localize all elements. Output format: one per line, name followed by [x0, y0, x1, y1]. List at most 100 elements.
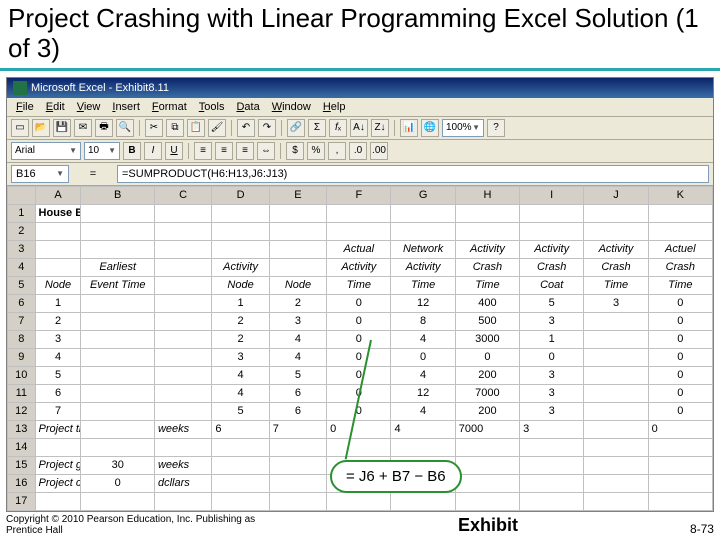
- row-header-12[interactable]: 12: [8, 402, 36, 420]
- cell[interactable]: [391, 204, 455, 222]
- cell[interactable]: 4: [391, 366, 455, 384]
- select-all-corner[interactable]: [8, 186, 36, 204]
- cell[interactable]: [520, 204, 584, 222]
- cell[interactable]: Activity: [455, 240, 519, 258]
- cell[interactable]: 2: [212, 330, 269, 348]
- zoom-select[interactable]: 100%▼: [442, 119, 484, 137]
- row-header-8[interactable]: 8: [8, 330, 36, 348]
- copy-icon[interactable]: ⧉: [166, 119, 184, 137]
- row-header-2[interactable]: 2: [8, 222, 36, 240]
- cell[interactable]: Event Time: [81, 276, 154, 294]
- row-header-4[interactable]: 4: [8, 258, 36, 276]
- cell[interactable]: [81, 366, 154, 384]
- cell[interactable]: [391, 222, 455, 240]
- col-header-D[interactable]: D: [212, 186, 269, 204]
- cell[interactable]: 5: [212, 402, 269, 420]
- col-header-A[interactable]: A: [35, 186, 81, 204]
- cell[interactable]: [584, 330, 648, 348]
- cell[interactable]: 0: [648, 348, 712, 366]
- cell[interactable]: Project time =: [35, 420, 81, 438]
- cell[interactable]: 3: [520, 420, 584, 438]
- col-header-H[interactable]: H: [455, 186, 519, 204]
- cell[interactable]: 0: [455, 348, 519, 366]
- cell[interactable]: Time: [455, 276, 519, 294]
- cell[interactable]: 3: [584, 294, 648, 312]
- cell[interactable]: 12: [391, 294, 455, 312]
- cell[interactable]: [212, 492, 269, 510]
- cell[interactable]: [269, 456, 326, 474]
- row-header-13[interactable]: 13: [8, 420, 36, 438]
- italic-button[interactable]: I: [144, 142, 162, 160]
- cell[interactable]: [391, 438, 455, 456]
- cell[interactable]: Network: [391, 240, 455, 258]
- cell[interactable]: [327, 204, 391, 222]
- format-painter-icon[interactable]: 🖌: [208, 119, 226, 137]
- cell[interactable]: 0: [391, 348, 455, 366]
- cell[interactable]: 1: [212, 294, 269, 312]
- cell[interactable]: Node: [269, 276, 326, 294]
- fx-icon[interactable]: fₓ: [329, 119, 347, 137]
- cell[interactable]: [81, 402, 154, 420]
- cell[interactable]: [520, 474, 584, 492]
- row-header-16[interactable]: 16: [8, 474, 36, 492]
- cell[interactable]: 4: [391, 402, 455, 420]
- cell[interactable]: [154, 348, 211, 366]
- cell[interactable]: [520, 222, 584, 240]
- col-header-G[interactable]: G: [391, 186, 455, 204]
- cell[interactable]: [154, 312, 211, 330]
- col-header-E[interactable]: E: [269, 186, 326, 204]
- cell[interactable]: [269, 240, 326, 258]
- preview-icon[interactable]: 🔍: [116, 119, 134, 137]
- cell[interactable]: 3: [269, 312, 326, 330]
- cell[interactable]: 7000: [455, 384, 519, 402]
- cell[interactable]: Time: [391, 276, 455, 294]
- cell[interactable]: 2: [212, 312, 269, 330]
- cell[interactable]: [212, 240, 269, 258]
- cell[interactable]: [154, 240, 211, 258]
- cell[interactable]: Node: [212, 276, 269, 294]
- cell[interactable]: 3000: [455, 330, 519, 348]
- cell[interactable]: [455, 204, 519, 222]
- cell[interactable]: 4: [391, 420, 455, 438]
- cell[interactable]: Time: [584, 276, 648, 294]
- cell[interactable]: 0: [648, 294, 712, 312]
- cell[interactable]: 2: [35, 312, 81, 330]
- cell[interactable]: Coat: [520, 276, 584, 294]
- cell[interactable]: [154, 438, 211, 456]
- cell[interactable]: [269, 258, 326, 276]
- cell[interactable]: [154, 258, 211, 276]
- row-header-10[interactable]: 10: [8, 366, 36, 384]
- row-header-1[interactable]: 1: [8, 204, 36, 222]
- cell[interactable]: [327, 492, 391, 510]
- cell[interactable]: [212, 474, 269, 492]
- cell[interactable]: 500: [455, 312, 519, 330]
- cell[interactable]: 0: [648, 384, 712, 402]
- cell[interactable]: 0: [648, 330, 712, 348]
- cell[interactable]: [35, 258, 81, 276]
- menu-file[interactable]: File: [11, 100, 39, 114]
- cell[interactable]: Time: [648, 276, 712, 294]
- cell[interactable]: 6: [212, 420, 269, 438]
- cell[interactable]: [81, 204, 154, 222]
- cell[interactable]: [154, 330, 211, 348]
- cell[interactable]: [81, 438, 154, 456]
- cell[interactable]: [520, 438, 584, 456]
- cell[interactable]: [584, 438, 648, 456]
- cell[interactable]: Time: [327, 276, 391, 294]
- cell[interactable]: [81, 240, 154, 258]
- cell[interactable]: [35, 438, 81, 456]
- cell[interactable]: 8: [391, 312, 455, 330]
- col-header-K[interactable]: K: [648, 186, 712, 204]
- cell[interactable]: [35, 222, 81, 240]
- cell[interactable]: [269, 438, 326, 456]
- cell[interactable]: [648, 204, 712, 222]
- col-header-F[interactable]: F: [327, 186, 391, 204]
- row-header-6[interactable]: 6: [8, 294, 36, 312]
- menu-edit[interactable]: Edit: [41, 100, 70, 114]
- cell[interactable]: 1: [520, 330, 584, 348]
- cell[interactable]: [584, 222, 648, 240]
- cell[interactable]: [81, 492, 154, 510]
- menu-format[interactable]: Format: [147, 100, 192, 114]
- percent-icon[interactable]: %: [307, 142, 325, 160]
- cell[interactable]: [154, 276, 211, 294]
